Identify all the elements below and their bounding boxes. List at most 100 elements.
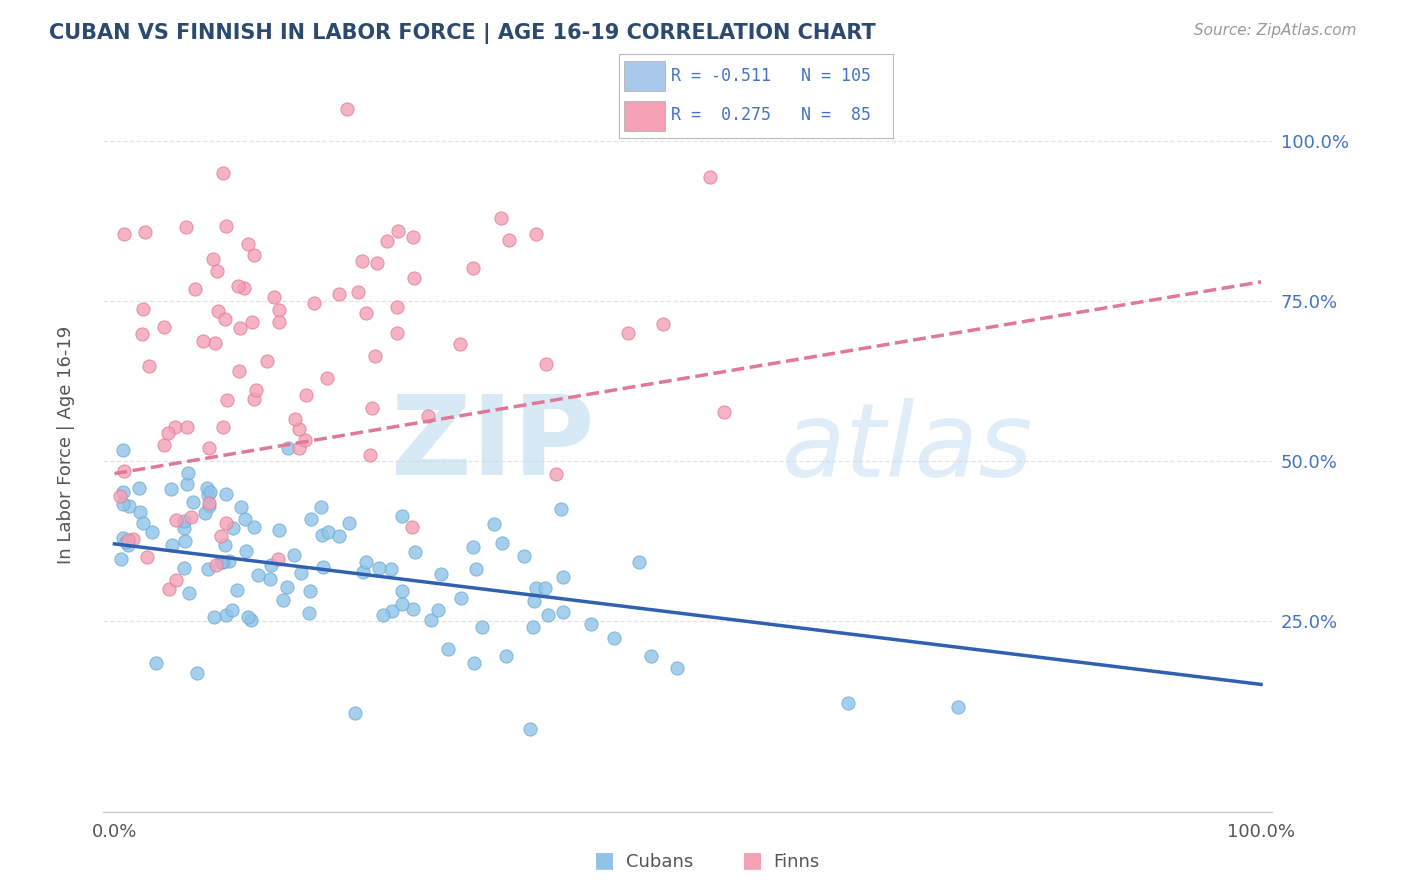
Text: Cubans: Cubans [626, 853, 693, 871]
Point [373, 607, 395, 622]
Point [375, 234, 398, 248]
Point [276, 581, 298, 595]
Point [128, 505, 150, 519]
Point [482, 517, 505, 532]
Point [290, 566, 312, 580]
Point [579, 617, 602, 632]
Point [387, 300, 409, 314]
Point [391, 597, 413, 611]
Point [404, 271, 426, 285]
Point [118, 499, 141, 513]
Point [198, 484, 221, 499]
Point [259, 573, 281, 587]
Point [430, 566, 453, 581]
Point [198, 496, 221, 510]
Point [489, 211, 512, 225]
Point [157, 582, 180, 596]
Point [311, 500, 333, 515]
Point [380, 562, 402, 576]
Point [495, 648, 517, 663]
Point [401, 520, 423, 534]
Point [233, 512, 256, 526]
Point [277, 441, 299, 455]
Point [284, 412, 307, 426]
Point [315, 370, 337, 384]
Point [359, 448, 381, 462]
Point [136, 549, 159, 564]
Point [233, 281, 256, 295]
Point [212, 555, 235, 569]
Point [526, 581, 548, 595]
Point [215, 516, 238, 530]
Point [215, 219, 238, 233]
Point [336, 103, 359, 117]
Point [195, 481, 218, 495]
Point [115, 534, 138, 549]
Point [699, 170, 721, 185]
Point [356, 555, 378, 569]
Point [222, 521, 245, 535]
Point [385, 326, 408, 341]
Point [184, 282, 207, 296]
Point [316, 525, 339, 540]
Point [193, 334, 215, 349]
Point [111, 496, 134, 510]
Point [471, 620, 494, 634]
Point [524, 227, 547, 242]
Point [352, 565, 374, 579]
Point [347, 285, 370, 299]
Text: R = -0.511   N = 105: R = -0.511 N = 105 [671, 68, 870, 86]
Point [368, 561, 391, 575]
Point [267, 303, 290, 318]
Point [354, 306, 377, 320]
Point [837, 697, 859, 711]
Point [651, 318, 673, 332]
Point [546, 467, 568, 481]
Point [114, 227, 136, 241]
Point [297, 606, 319, 620]
Point [640, 648, 662, 663]
Point [117, 538, 139, 552]
Point [132, 301, 155, 316]
Point [111, 531, 134, 545]
Point [328, 286, 350, 301]
Point [173, 534, 195, 549]
Point [181, 494, 204, 508]
Point [350, 253, 373, 268]
Point [302, 296, 325, 310]
Point [197, 562, 219, 576]
Point [243, 248, 266, 262]
Point [112, 484, 135, 499]
Point [231, 500, 253, 514]
Point [260, 558, 283, 572]
Point [391, 508, 413, 523]
Point [215, 487, 238, 501]
Point [173, 514, 195, 528]
Point [205, 558, 228, 572]
Point [267, 315, 290, 329]
Point [419, 613, 441, 627]
Point [387, 224, 409, 238]
Point [402, 230, 425, 244]
Point [491, 536, 513, 550]
Point [513, 549, 536, 563]
Point [391, 583, 413, 598]
Point [207, 304, 229, 318]
Y-axis label: In Labor Force | Age 16-19: In Labor Force | Age 16-19 [58, 326, 75, 564]
Point [267, 552, 290, 566]
Point [214, 538, 236, 552]
Point [212, 420, 235, 434]
Point [627, 555, 650, 569]
Point [283, 548, 305, 562]
Point [522, 620, 544, 634]
Point [533, 581, 555, 595]
Point [243, 520, 266, 534]
Point [132, 516, 155, 531]
Point [221, 603, 243, 617]
Point [553, 605, 575, 619]
Point [166, 513, 188, 527]
Point [243, 392, 266, 407]
Point [463, 656, 485, 670]
Text: ■: ■ [742, 850, 762, 870]
Point [245, 383, 267, 397]
